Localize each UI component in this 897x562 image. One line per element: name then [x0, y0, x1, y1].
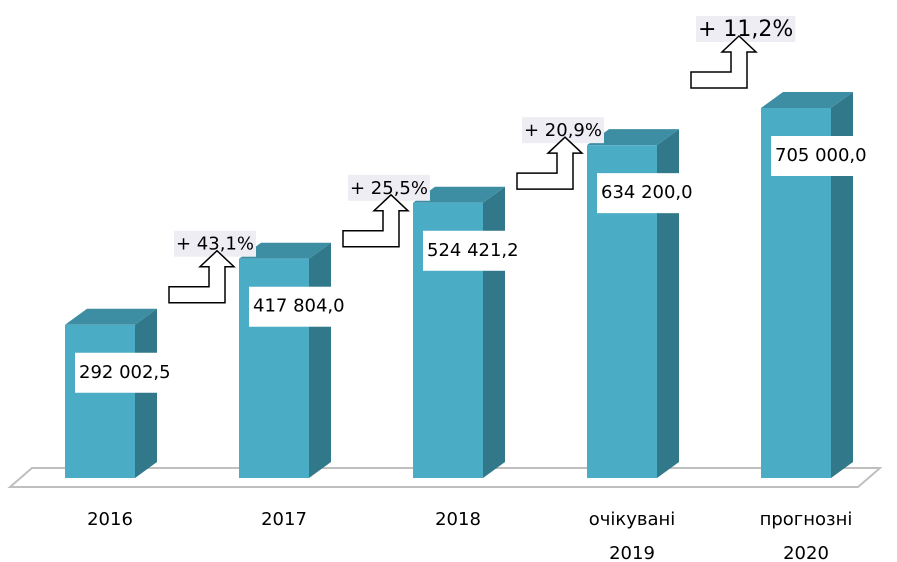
bar — [413, 186, 505, 478]
bar-top — [761, 92, 853, 108]
bar-top — [65, 308, 157, 325]
bar-side — [309, 242, 331, 478]
bar-side — [831, 92, 853, 478]
x-tick-label: 2018 — [435, 509, 481, 530]
value-label: 417 804,0 — [253, 296, 345, 317]
value-label: 705 000,0 — [775, 145, 867, 166]
growth-label: + 25,5% — [350, 178, 428, 199]
value-label: 524 421,2 — [427, 240, 519, 261]
bar — [65, 308, 157, 478]
value-label-box — [771, 136, 871, 176]
growth-label: + 43,1% — [176, 234, 254, 255]
growth-arrow — [342, 193, 410, 248]
bar — [239, 242, 331, 478]
value-label-box — [249, 286, 349, 327]
bar-top — [587, 129, 679, 146]
bar-front — [65, 324, 135, 478]
x-tick-label: прогнозні 2020 — [760, 509, 853, 562]
growth-arrow — [690, 34, 758, 89]
value-label-box — [75, 352, 175, 393]
x-tick-label: очікувані 2019 — [589, 509, 676, 562]
x-tick-label: 2016 — [87, 509, 133, 530]
bar-side — [135, 308, 157, 478]
value-label: 292 002,5 — [79, 362, 171, 383]
growth-label: + 20,9% — [524, 120, 602, 141]
bar-side — [657, 129, 679, 478]
bar-side — [483, 186, 505, 478]
x-tick-label: 2017 — [261, 509, 307, 530]
value-label-box — [597, 173, 697, 214]
growth-label-box — [696, 16, 796, 42]
value-label: 634 200,0 — [601, 182, 693, 203]
growth-label: + 11,2% — [698, 17, 793, 42]
growth-arrow — [168, 249, 236, 304]
bar-top — [239, 242, 331, 259]
bar-top — [413, 186, 505, 203]
value-label-box — [423, 230, 523, 271]
growth-arrow — [516, 136, 584, 190]
floor — [7, 467, 883, 488]
